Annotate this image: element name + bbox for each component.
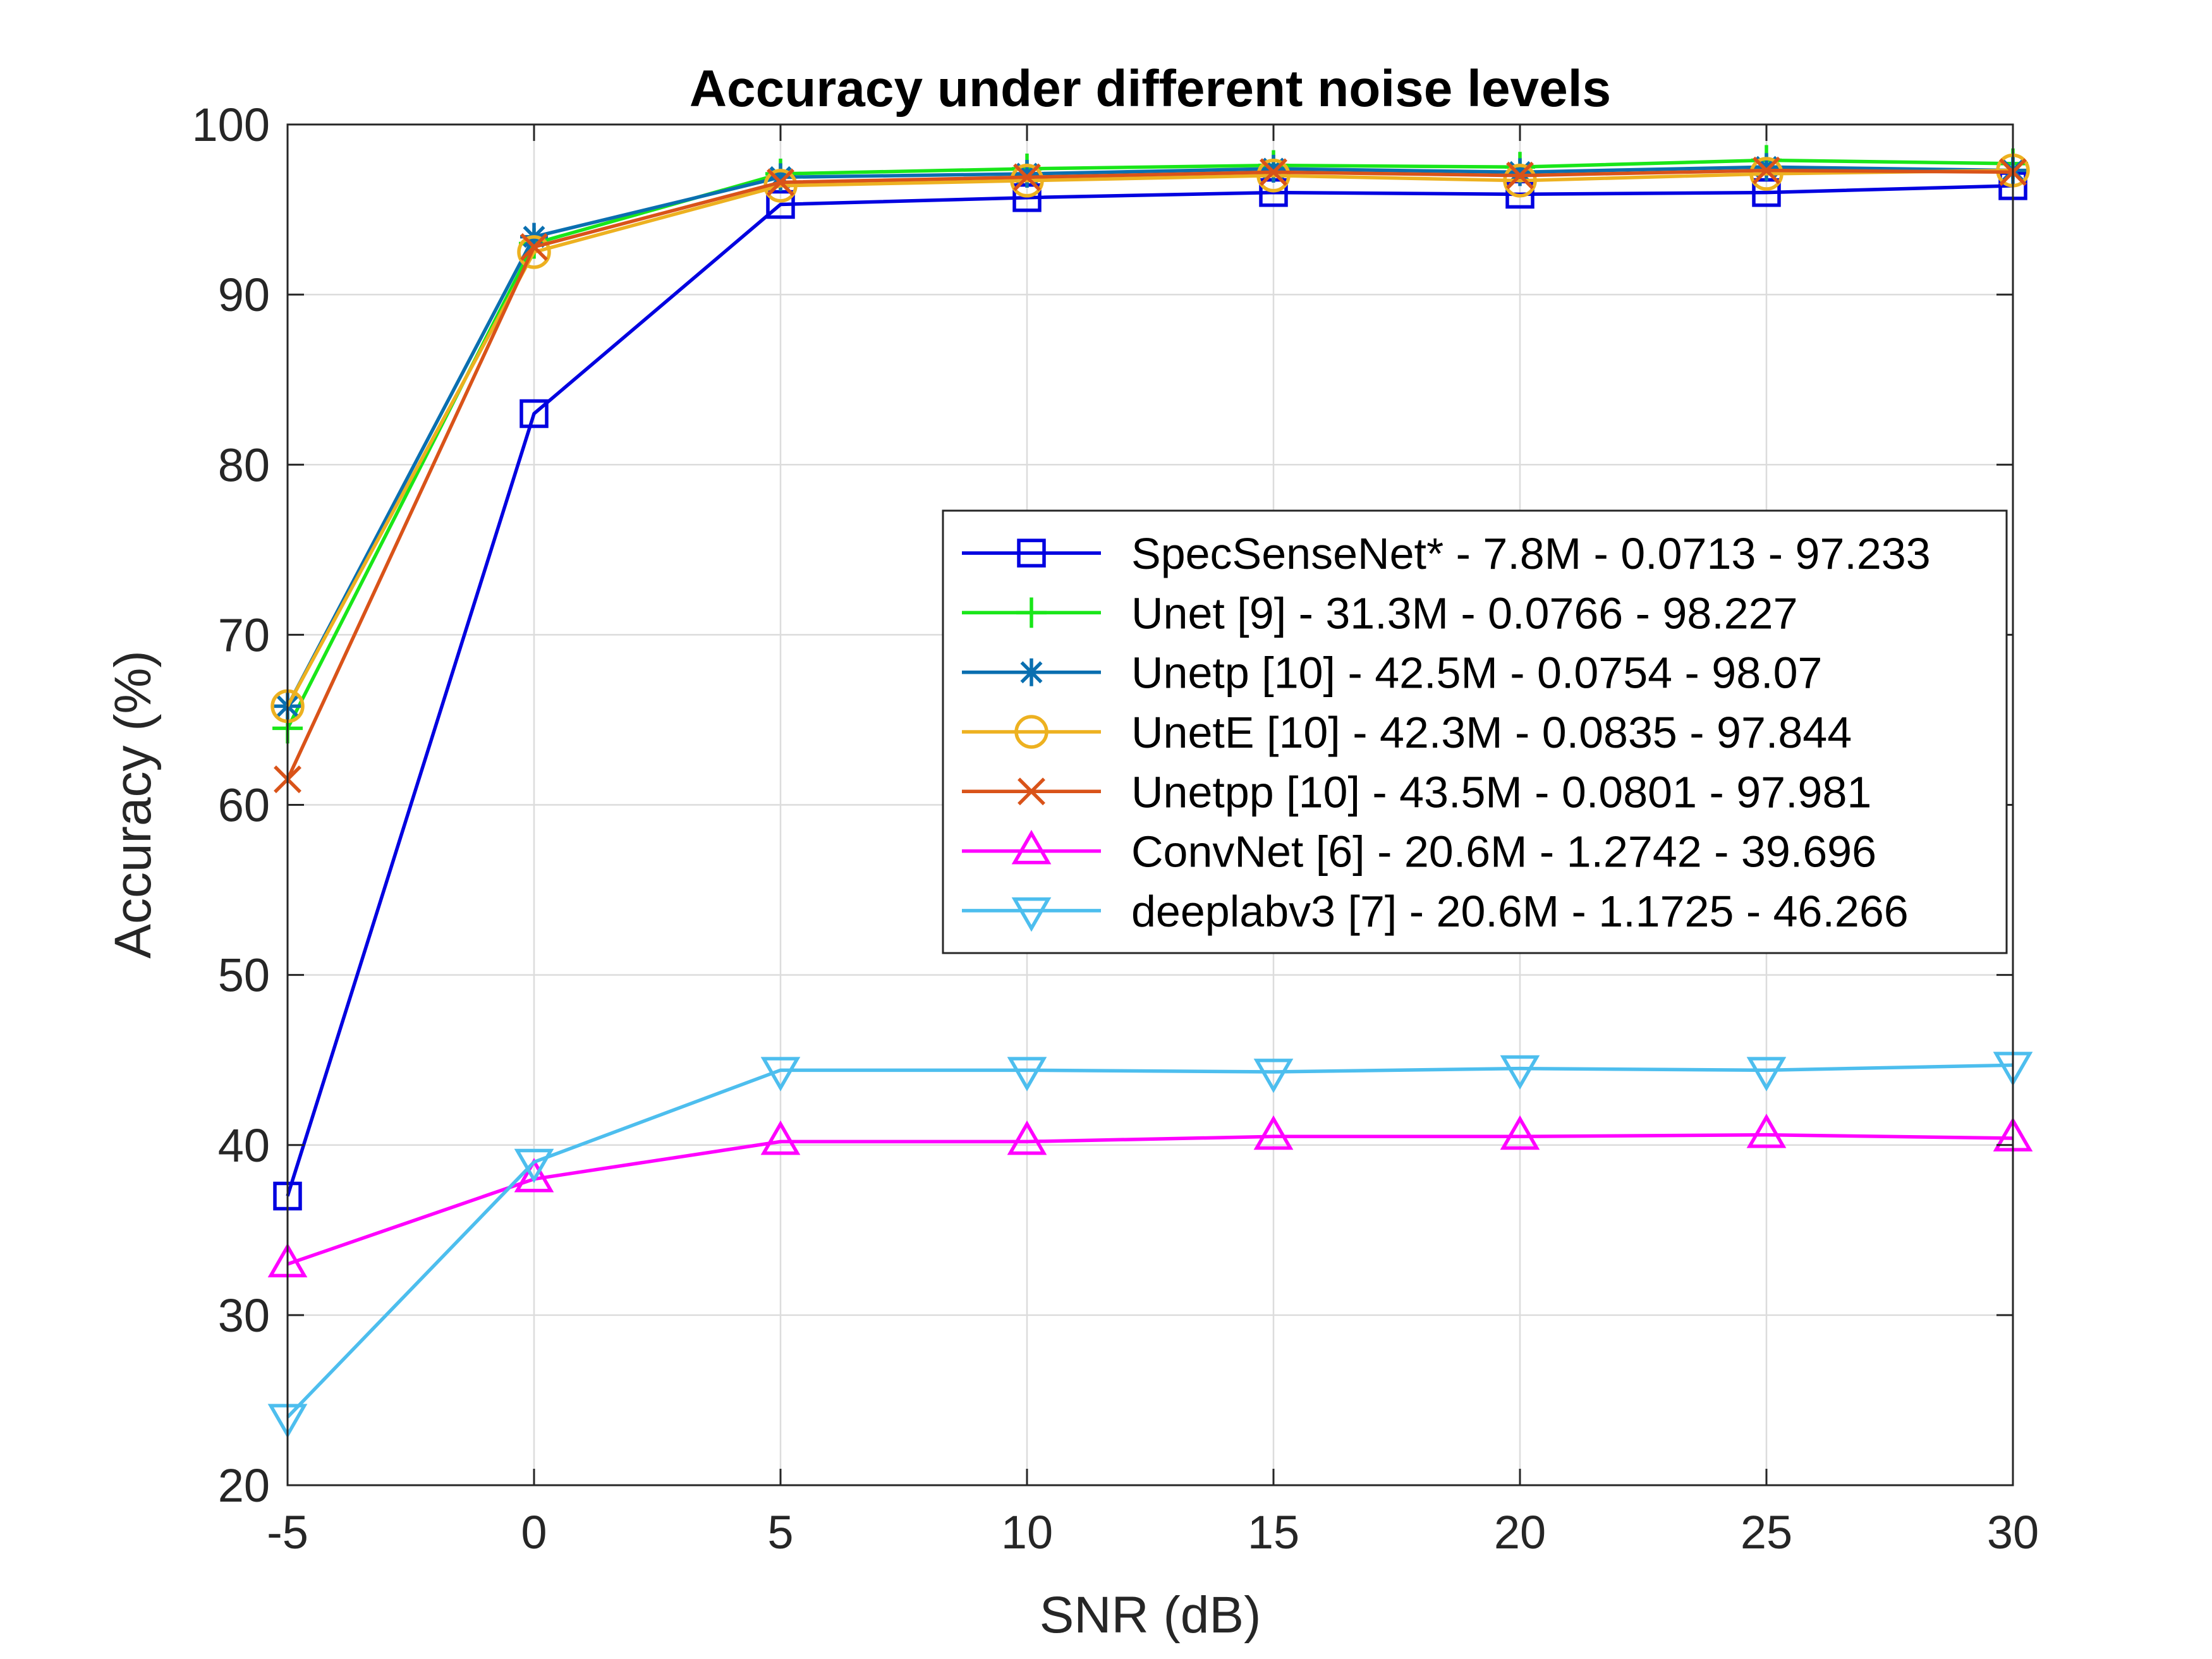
series-5 xyxy=(274,156,2027,794)
legend-entry: deeplabv3 [7] - 20.6M - 1.1725 - 46.266 xyxy=(962,887,1909,936)
y-tick-label: 80 xyxy=(218,439,270,491)
data-point xyxy=(1253,1059,1294,1093)
x-tick-label: 25 xyxy=(1741,1506,1792,1559)
legend-label: Unet [9] - 31.3M - 0.0766 - 98.227 xyxy=(1131,588,1798,638)
data-point xyxy=(1500,1055,1540,1090)
legend-label: Unetp [10] - 42.5M - 0.0754 - 98.07 xyxy=(1131,648,1822,698)
legend-label: UnetE [10] - 42.3M - 0.0835 - 97.844 xyxy=(1131,708,1852,757)
x-axis-title: SNR (dB) xyxy=(1040,1586,1261,1644)
legend-box xyxy=(942,509,2008,954)
legend-marker xyxy=(1011,897,1052,932)
data-point xyxy=(1256,158,1291,193)
data-point xyxy=(1013,160,1041,188)
y-tick-label: 90 xyxy=(218,269,270,321)
data-point xyxy=(1746,1114,1787,1148)
legend-label: deeplabv3 [7] - 20.6M - 1.1725 - 46.266 xyxy=(1131,887,1909,936)
data-point xyxy=(1746,1057,1787,1091)
data-point xyxy=(1260,158,1287,186)
x-tick-label: 0 xyxy=(521,1506,547,1559)
x-tick-label: 20 xyxy=(1494,1506,1546,1559)
data-point xyxy=(1260,154,1287,183)
data-point xyxy=(767,163,794,191)
y-tick-label: 100 xyxy=(192,99,270,151)
series-line xyxy=(286,165,2014,707)
legend-entry: UnetE [10] - 42.3M - 0.0835 - 97.844 xyxy=(962,708,1852,757)
legend-marker xyxy=(1016,597,1047,628)
data-point xyxy=(514,1158,554,1193)
data-point xyxy=(1506,161,1534,190)
legend-label: ConvNet [6] - 20.6M - 1.2742 - 39.696 xyxy=(1131,827,1876,877)
legend-marker xyxy=(1017,538,1046,568)
legend-entry: Unet [9] - 31.3M - 0.0766 - 98.227 xyxy=(962,588,1798,638)
y-tick-label: 60 xyxy=(218,779,270,832)
chart-title: Accuracy under different noise levels xyxy=(690,60,1611,118)
legend-entry: SpecSenseNet* - 7.8M - 0.0713 - 97.233 xyxy=(962,529,1931,578)
y-tick-label: 20 xyxy=(218,1459,270,1512)
x-tick-label: 10 xyxy=(1001,1506,1053,1559)
data-point xyxy=(1753,156,1780,185)
series-line xyxy=(286,184,2014,1197)
legend: SpecSenseNet* - 7.8M - 0.0713 - 97.233 Un… xyxy=(942,509,2008,954)
x-tick-label: 15 xyxy=(1248,1506,1299,1559)
y-tick-label: 30 xyxy=(218,1289,270,1342)
y-axis-title: Accuracy (%) xyxy=(104,650,162,959)
x-tick-label: 5 xyxy=(767,1506,793,1559)
data-point xyxy=(760,1057,801,1091)
data-point xyxy=(1500,1115,1540,1150)
data-point xyxy=(1506,158,1534,186)
series-3 xyxy=(274,153,2027,720)
data-point xyxy=(1749,157,1784,191)
data-point xyxy=(760,1120,801,1155)
legend-marker xyxy=(1018,658,1045,686)
x-tick-label: 30 xyxy=(1987,1506,2039,1559)
y-tick-label: 70 xyxy=(218,609,270,661)
x-tick-label: -5 xyxy=(267,1506,308,1559)
series-line xyxy=(286,168,2014,781)
data-point xyxy=(1010,164,1044,198)
data-point xyxy=(1013,163,1041,191)
legend-entry: ConvNet [6] - 20.6M - 1.2742 - 39.696 xyxy=(962,827,1876,877)
legend-entry: Unetp [10] - 42.5M - 0.0754 - 98.07 xyxy=(962,648,1822,698)
legend-label: SpecSenseNet* - 7.8M - 0.0713 - 97.233 xyxy=(1131,529,1931,578)
data-point xyxy=(1503,164,1537,198)
data-point xyxy=(1007,1120,1047,1155)
data-point xyxy=(514,1148,554,1184)
series-line xyxy=(286,168,2014,707)
data-point xyxy=(517,235,551,269)
data-point xyxy=(767,168,794,197)
data-point xyxy=(1753,153,1780,181)
legend-marker xyxy=(1014,715,1048,749)
data-point xyxy=(1253,1115,1294,1150)
legend-marker xyxy=(1011,830,1052,865)
legend-entry: Unetpp [10] - 43.5M - 0.0801 - 97.981 xyxy=(962,767,1871,817)
legend-label: Unetpp [10] - 43.5M - 0.0801 - 97.981 xyxy=(1131,767,1871,817)
data-point xyxy=(1007,1057,1047,1091)
data-point xyxy=(520,233,548,261)
y-tick-label: 50 xyxy=(218,949,270,1002)
series-line xyxy=(286,1063,2014,1419)
data-point xyxy=(766,190,795,219)
y-tick-label: 40 xyxy=(218,1119,270,1172)
data-point xyxy=(520,399,549,428)
series-line xyxy=(286,158,2014,729)
legend-marker xyxy=(1018,777,1045,806)
series-line xyxy=(287,1133,2014,1266)
